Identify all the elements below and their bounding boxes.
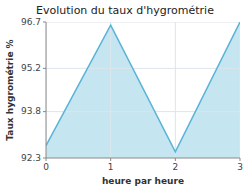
grid-line-x	[46, 22, 47, 158]
x-tick	[110, 158, 111, 161]
x-tick	[240, 158, 241, 161]
grid-line-x	[175, 22, 176, 158]
chart-title: Evolution du taux d'hygrométrie	[36, 4, 214, 17]
y-axis-label: Taux hygrométrie %	[5, 39, 15, 140]
grid-line-y	[46, 111, 240, 112]
x-tick-label: 3	[237, 162, 243, 172]
chart-container: 92.3 93.8 95.2 96.7 0 1 2 3 Evolution du taux d'…	[0, 0, 250, 188]
y-tick	[43, 22, 46, 23]
x-tick-label: 0	[43, 162, 49, 172]
y-tick	[43, 68, 46, 69]
x-tick-label: 2	[172, 162, 178, 172]
area-line	[46, 22, 240, 152]
x-axis-label: heure par heure	[102, 176, 184, 186]
plot-area	[46, 22, 240, 158]
y-tick	[43, 111, 46, 112]
x-tick	[175, 158, 176, 161]
y-axis-line	[46, 22, 47, 158]
x-tick-label: 1	[108, 162, 114, 172]
x-tick	[46, 158, 47, 161]
grid-line-y	[46, 22, 240, 23]
y-tick-label: 93.8	[21, 106, 41, 116]
chart-svg: 92.3 93.8 95.2 96.7 0 1 2 3 Evolution du taux d'…	[0, 0, 250, 188]
y-tick-label: 95.2	[21, 63, 41, 73]
x-axis-line	[46, 158, 240, 159]
area-fill	[46, 22, 240, 158]
grid-line-x	[240, 22, 241, 158]
y-tick-label: 92.3	[21, 153, 41, 163]
y-tick-label: 96.7	[21, 17, 41, 27]
grid-line-y	[46, 68, 240, 69]
grid-line-y	[46, 158, 240, 159]
grid-line-x	[110, 22, 111, 158]
